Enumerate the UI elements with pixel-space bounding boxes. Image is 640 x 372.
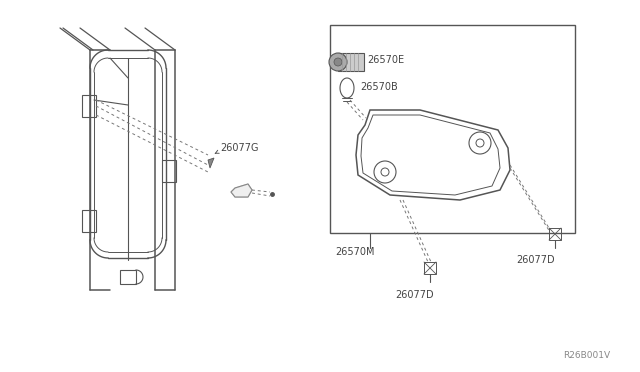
Text: 26570E: 26570E — [367, 55, 404, 65]
Bar — [82, 210, 96, 232]
Text: 26077D: 26077D — [396, 290, 435, 300]
Bar — [162, 160, 176, 182]
Text: 26570B: 26570B — [360, 82, 397, 92]
Bar — [338, 53, 364, 71]
Text: 26077G: 26077G — [220, 143, 259, 153]
Circle shape — [334, 58, 342, 66]
Text: R26B001V: R26B001V — [563, 350, 610, 359]
Text: 26077D: 26077D — [516, 255, 556, 265]
Bar — [330, 25, 575, 233]
Bar — [424, 262, 436, 274]
Bar — [82, 95, 96, 117]
Circle shape — [329, 53, 347, 71]
Polygon shape — [231, 184, 252, 197]
Bar — [549, 228, 561, 240]
Text: 26570M: 26570M — [335, 247, 374, 257]
Bar — [120, 270, 136, 284]
Polygon shape — [208, 158, 214, 168]
